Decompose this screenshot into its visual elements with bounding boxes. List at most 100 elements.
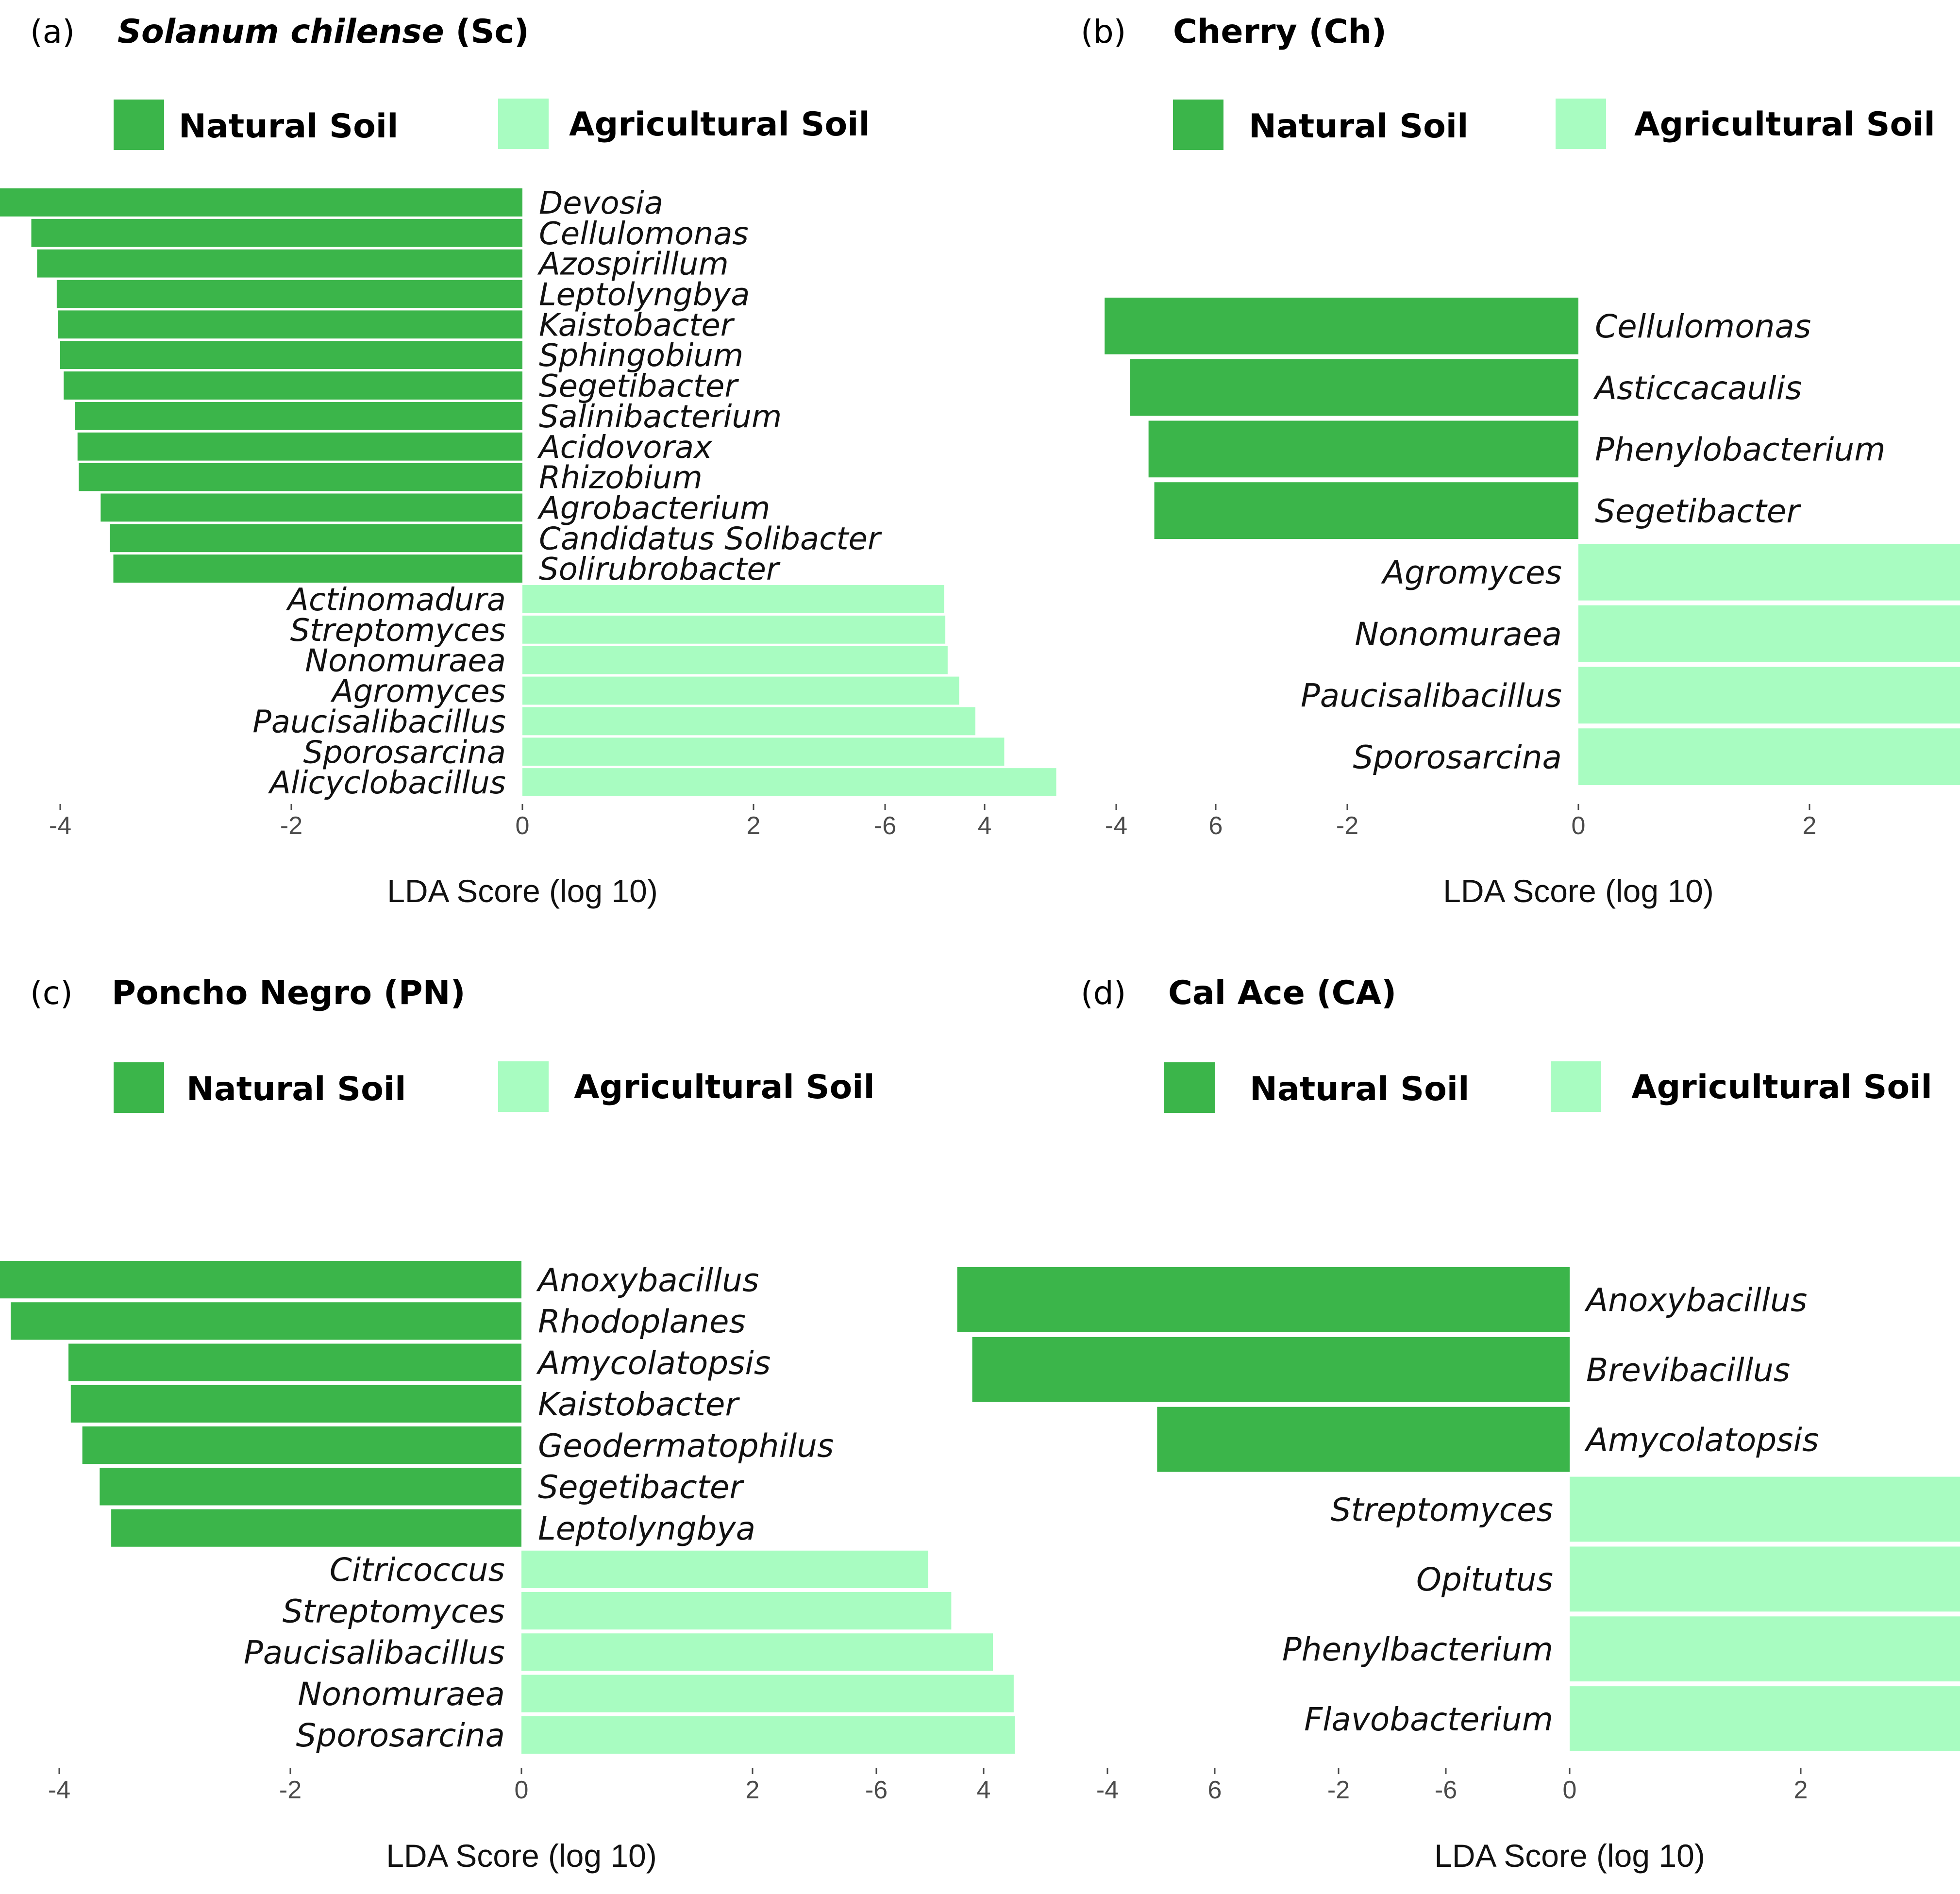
- panel-title-main: Poncho Negro (PN): [112, 974, 466, 1012]
- tick-label: -6: [874, 812, 896, 840]
- bar-label-sporosarcina: Sporosarcina: [296, 1717, 505, 1754]
- tick-label: 6: [1209, 812, 1223, 840]
- bar-label-anoxybacillus: Anoxybacillus: [536, 1261, 759, 1299]
- x-axis-title: LDA Score (log 10): [386, 1838, 657, 1874]
- bar-cellulomonas: [31, 218, 522, 247]
- bar-label-streptomyces: Streptomyces: [1331, 1491, 1553, 1528]
- panel-letter: (d): [1081, 974, 1126, 1012]
- bar-label-paucisalibacillus: Paucisalibacillus: [1301, 677, 1562, 715]
- bar-brevibacillus: [972, 1337, 1570, 1402]
- tick-label: 0: [1563, 1776, 1577, 1804]
- bar-label-leptolyngbya: Leptolyngbya: [538, 1510, 755, 1547]
- bar-azospirillum: [37, 249, 522, 278]
- bar-label-streptomyces: Streptomyces: [290, 613, 506, 649]
- bar-leptolyngbya: [56, 280, 523, 308]
- bar-sporosarcina: [521, 1716, 1015, 1754]
- bar-label-anoxybacillus: Anoxybacillus: [1584, 1282, 1807, 1319]
- bar-paucisalibacillus: [1578, 667, 1960, 724]
- bar-streptomyces: [521, 1592, 952, 1630]
- panel-letter: (b): [1081, 13, 1126, 50]
- tick-label: -2: [1327, 1776, 1350, 1804]
- panel-title-main: Cherry (Ch): [1173, 13, 1387, 51]
- legend-label-natural: Natural Soil: [179, 107, 398, 146]
- bar-cellulomonas: [1105, 298, 1578, 354]
- bar-label-kaistobacter: Kaistobacter: [538, 1386, 740, 1423]
- bar-label-sporosarcina: Sporosarcina: [303, 735, 506, 771]
- x-axis-title: LDA Score (log 10): [387, 873, 658, 909]
- bar-streptomyces: [1570, 1476, 1960, 1542]
- bar-label-actinomadura: Actinomadura: [285, 582, 506, 618]
- panel-b: (b) Cherry (Ch) Natural Soil Agricultural S…: [874, 13, 1960, 909]
- bar-flavobacterium: [1570, 1686, 1960, 1751]
- legend-label-agricultural: Agricultural Soil: [1631, 1068, 1932, 1106]
- bar-label-nonomuraea: Nonomuraea: [305, 643, 506, 679]
- tick-label: 0: [515, 1776, 529, 1804]
- bar-segetibacter: [100, 1468, 522, 1506]
- tick-label: 6: [1208, 1776, 1222, 1804]
- bar-nonomuraea: [521, 1675, 1014, 1712]
- bar-label-kaistobacter: Kaistobacter: [539, 307, 735, 343]
- tick-label: 0: [1572, 812, 1586, 840]
- bar-label-rhizobium: Rhizobium: [539, 460, 703, 496]
- tick-label: 2: [1794, 1776, 1808, 1804]
- bar-label-acidovorax: Acidovorax: [537, 430, 713, 466]
- bar-label-rhodoplanes: Rhodoplanes: [538, 1303, 746, 1341]
- legend-swatch-natural: [114, 100, 164, 150]
- bar-alicyclobacillus: [522, 768, 1056, 796]
- bar-label-cellulomonas: Cellulomonas: [539, 216, 749, 252]
- bar-label-nonomuraea: Nonomuraea: [1355, 616, 1562, 653]
- bar-label-salinibacterium: Salinibacterium: [539, 399, 782, 435]
- bar-label-paucisalibacillus: Paucisalibacillus: [244, 1634, 505, 1672]
- bar-sporosarcina: [1578, 728, 1960, 785]
- bar-label-citricoccus: Citricoccus: [330, 1551, 505, 1589]
- legend-label-agricultural: Agricultural Soil: [574, 1068, 875, 1106]
- panel-letter: (a): [30, 13, 75, 50]
- bar-segetibacter: [64, 371, 522, 400]
- bar-rhizobium: [79, 463, 522, 491]
- bar-agromyces: [1578, 544, 1960, 601]
- x-axis-title: LDA Score (log 10): [1443, 873, 1714, 909]
- bar-label-leptolyngbya: Leptolyngbya: [539, 277, 750, 313]
- bar-label-nonomuraea: Nonomuraea: [298, 1676, 505, 1713]
- bar-label-segetibacter: Segetibacter: [1595, 492, 1801, 530]
- panel-title-main: Cal Ace (CA): [1168, 974, 1396, 1012]
- tick-label: -2: [279, 1776, 302, 1804]
- panel-title: Solanum chilense (Sc): [117, 13, 529, 51]
- tick-label: 2: [746, 1776, 760, 1804]
- bar-leptolyngbya: [111, 1509, 522, 1547]
- tick-label: -2: [1336, 812, 1358, 840]
- bar-devosia: [0, 188, 523, 217]
- bar-label-opitutus: Opitutus: [1416, 1561, 1553, 1598]
- x-axis-title: LDA Score (log 10): [1434, 1838, 1705, 1874]
- bar-phenylobacterium: [1148, 420, 1578, 478]
- bar-amycolatopsis: [68, 1343, 522, 1381]
- bar-agromyces: [522, 676, 959, 705]
- bar-label-segetibacter: Segetibacter: [538, 1469, 744, 1506]
- bar-sporosarcina: [522, 737, 1005, 766]
- bar-label-agromyces: Agromyces: [330, 674, 506, 710]
- bar-label-streptomyces: Streptomyces: [283, 1592, 505, 1630]
- panel-title-suffix: (Sc): [444, 13, 529, 51]
- bar-label-amycolatopsis: Amycolatopsis: [536, 1344, 771, 1382]
- bar-label-agromyces: Agromyces: [1381, 554, 1562, 591]
- bar-phenylbacterium: [1570, 1616, 1960, 1682]
- tick-label: 4: [977, 1776, 991, 1804]
- bar-candidatus-solibacter: [110, 524, 523, 553]
- legend-swatch-agricultural: [498, 1061, 549, 1112]
- tick-label: -4: [1105, 812, 1127, 840]
- legend-label-natural: Natural Soil: [1250, 1070, 1469, 1108]
- legend-label-agricultural: Agricultural Soil: [569, 105, 870, 144]
- bar-label-paucisalibacillus: Paucisalibacillus: [252, 704, 506, 740]
- panel-a: (a) Solanum chilense (Sc) Natural Soil Agri…: [0, 13, 1223, 909]
- bar-citricoccus: [521, 1550, 928, 1588]
- tick-label: -6: [865, 1776, 888, 1804]
- bar-amycolatopsis: [1157, 1407, 1570, 1472]
- legend-swatch-agricultural: [498, 99, 549, 149]
- legend-label-agricultural: Agricultural Soil: [1634, 105, 1935, 144]
- panel-c: (c) Poncho Negro (PN) Natural Soil Agricult…: [0, 974, 1457, 1874]
- bar-kaistobacter: [58, 310, 523, 339]
- bar-segetibacter: [1154, 482, 1578, 539]
- bar-asticcacaulis: [1130, 359, 1578, 416]
- bar-label-alicyclobacillus: Alicyclobacillus: [268, 765, 506, 801]
